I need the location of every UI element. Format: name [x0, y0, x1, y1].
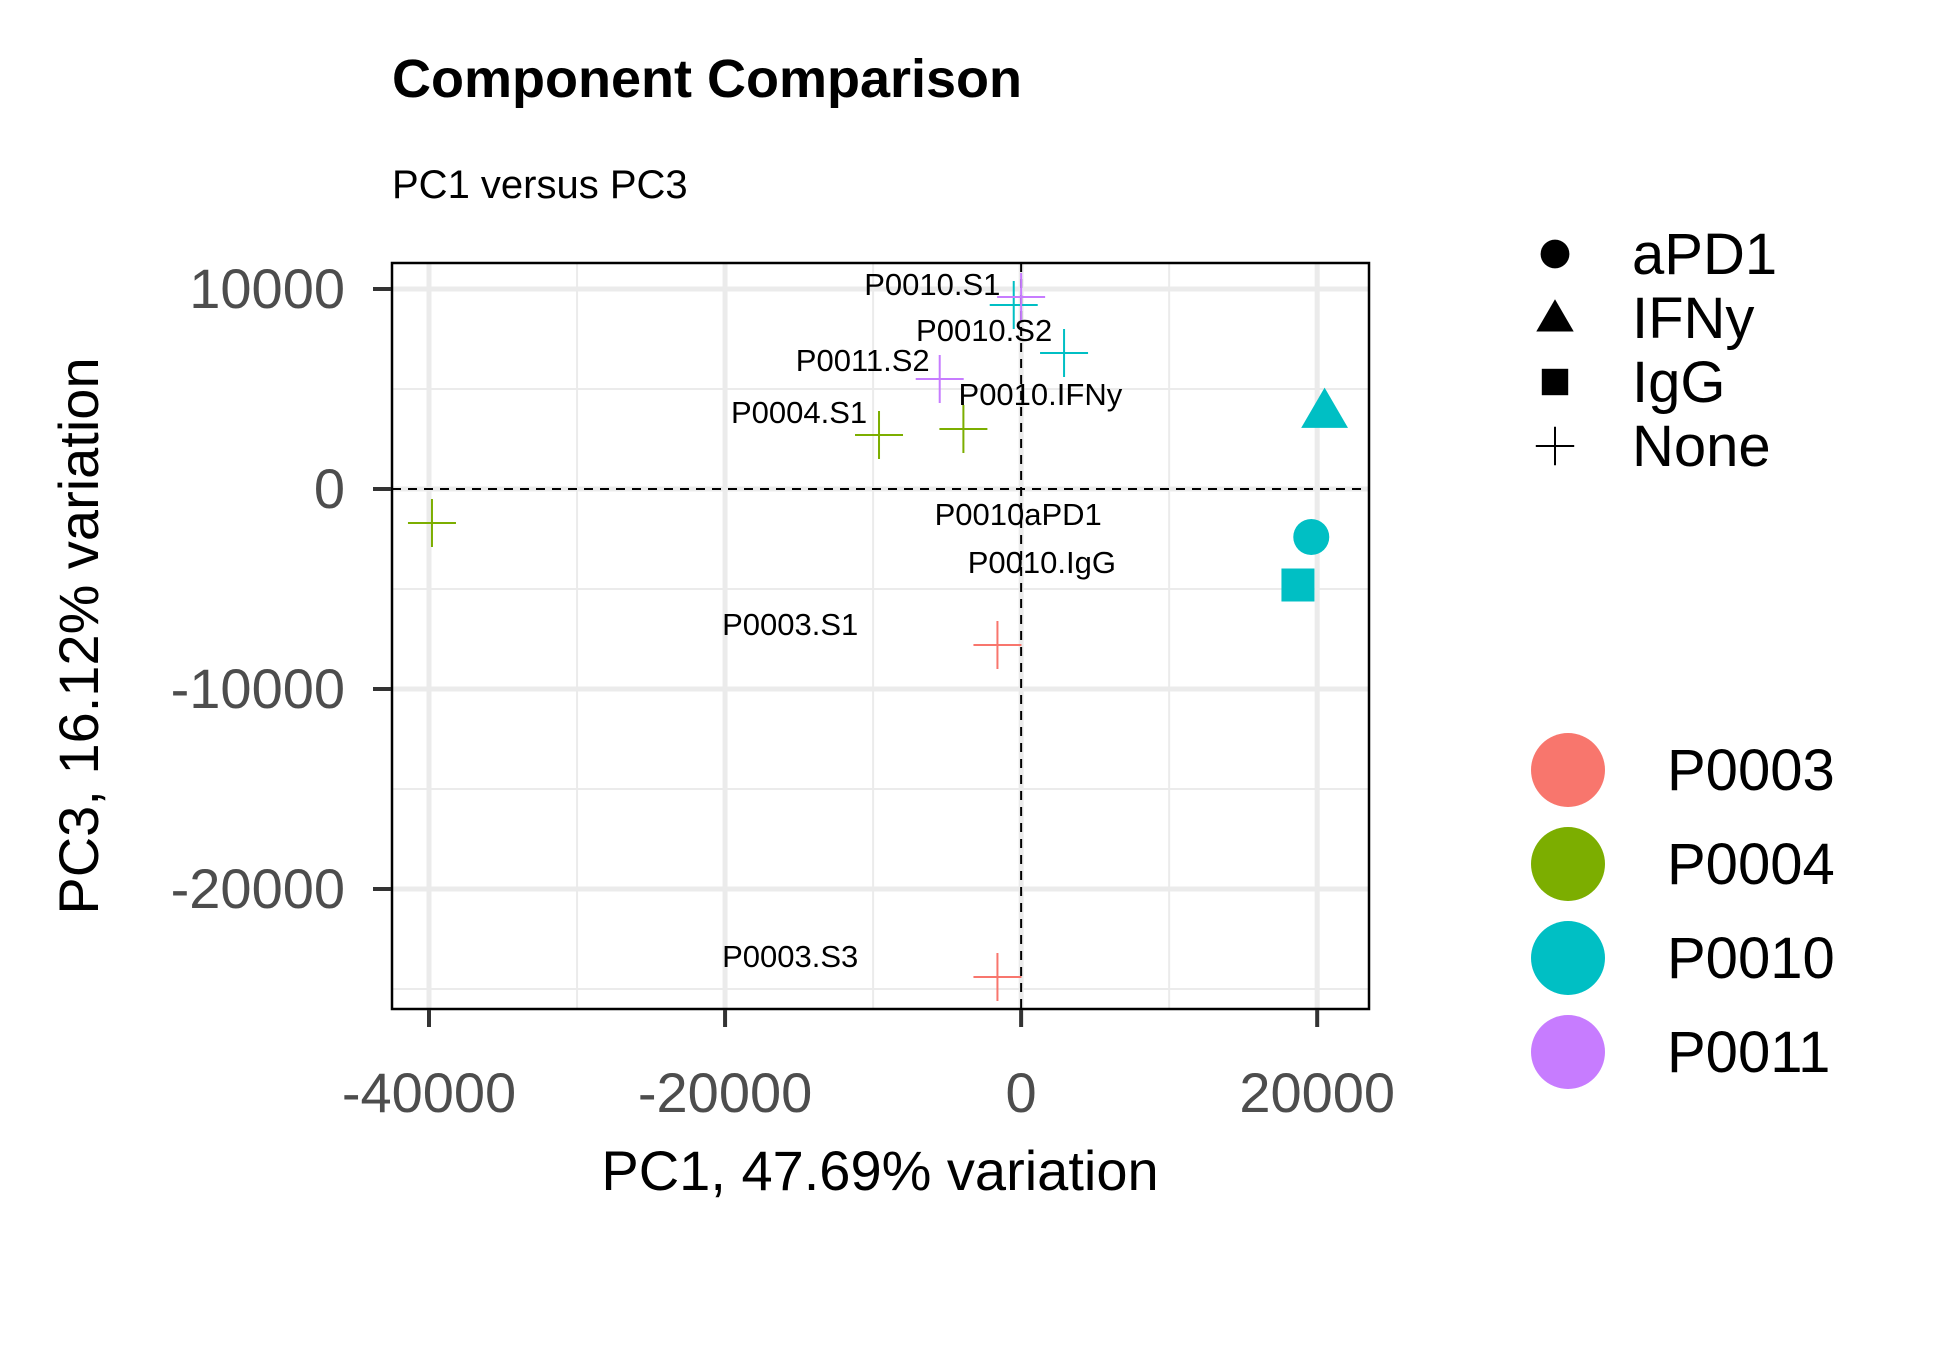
x-tick-label: 20000 — [1239, 1061, 1395, 1124]
x-tick-label: 0 — [1006, 1061, 1037, 1124]
legend-key-p0011 — [1531, 1015, 1605, 1089]
legend-label-ifny: IFNy — [1632, 286, 1754, 351]
legend-label-p0010: P0010 — [1667, 926, 1835, 991]
point-label: P0003.S1 — [722, 607, 858, 642]
legend-label-apd1: aPD1 — [1632, 222, 1777, 287]
chart-title: Component Comparison — [392, 49, 1022, 109]
reference-lines — [392, 263, 1369, 1009]
data-point — [1301, 387, 1348, 428]
legend-key-circle — [1540, 239, 1570, 269]
legend-label-p0011: P0011 — [1667, 1020, 1830, 1085]
legend-key-square — [1541, 368, 1569, 396]
point-label: P0010.S1 — [864, 267, 1000, 302]
legend-label-igg: IgG — [1632, 350, 1726, 415]
data-point — [989, 281, 1038, 329]
legend-key-p0010 — [1531, 921, 1605, 995]
point-label: P0004.S1 — [731, 395, 867, 430]
axes-layer: -40000 -20000 0 20000 10000 0 -10000 -20000 — [171, 257, 1395, 1124]
data-point — [973, 953, 1022, 1001]
legend-label-p0004: P0004 — [1667, 832, 1835, 897]
y-tick-label: -10000 — [171, 657, 345, 720]
data-point — [1040, 329, 1089, 377]
point-label: P0011.S2 — [796, 343, 930, 378]
point-label: P0010.IgG — [968, 545, 1116, 580]
data-point — [939, 405, 988, 453]
legend-label-none: None — [1632, 414, 1771, 479]
legend-label-p0003: P0003 — [1667, 738, 1835, 803]
points-layer — [407, 273, 1348, 1001]
point-label: P0010aPD1 — [935, 497, 1102, 532]
legend-key-triangle — [1536, 299, 1574, 332]
data-point — [915, 355, 964, 403]
data-point — [973, 621, 1022, 669]
data-point — [1293, 519, 1330, 555]
y-axis-title: PC3, 16.12% variation — [47, 357, 110, 914]
y-tick-label: 0 — [314, 457, 345, 520]
x-axis-title: PC1, 47.69% variation — [601, 1139, 1158, 1202]
plot-border — [390, 261, 1371, 1011]
legend-key-p0004 — [1531, 827, 1605, 901]
x-tick-label: -20000 — [638, 1061, 812, 1124]
point-label: P0010.IFNy — [959, 377, 1123, 412]
y-tick-label: -20000 — [171, 857, 345, 920]
legend-key-plus — [1535, 426, 1575, 466]
point-label: P0003.S3 — [722, 939, 858, 974]
data-point — [997, 273, 1046, 321]
color-legend: P0003 P0004 P0010 P0011 — [1531, 733, 1835, 1089]
point-label: P0010.S2 — [916, 313, 1052, 348]
x-tick-label: -40000 — [342, 1061, 516, 1124]
data-point — [855, 411, 904, 459]
plot-panel — [392, 263, 1369, 1009]
data-point — [1281, 568, 1315, 602]
legend-key-p0003 — [1531, 733, 1605, 807]
chart-subtitle: PC1 versus PC3 — [392, 163, 688, 207]
y-tick-label: 10000 — [189, 257, 345, 320]
data-point — [407, 499, 456, 547]
